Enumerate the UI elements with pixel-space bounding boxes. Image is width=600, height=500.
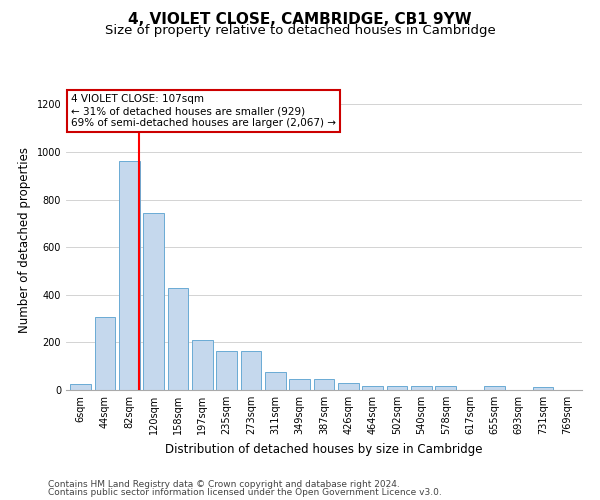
Text: 4, VIOLET CLOSE, CAMBRIDGE, CB1 9YW: 4, VIOLET CLOSE, CAMBRIDGE, CB1 9YW	[128, 12, 472, 28]
Text: 4 VIOLET CLOSE: 107sqm
← 31% of detached houses are smaller (929)
69% of semi-de: 4 VIOLET CLOSE: 107sqm ← 31% of detached…	[71, 94, 336, 128]
Bar	[119, 162, 140, 390]
Bar	[95, 318, 115, 390]
Bar	[338, 383, 359, 390]
Bar	[265, 372, 286, 390]
X-axis label: Distribution of detached houses by size in Cambridge: Distribution of detached houses by size …	[165, 442, 483, 456]
Bar	[386, 386, 407, 390]
Bar	[241, 350, 262, 390]
Bar	[436, 386, 456, 390]
Bar	[70, 384, 91, 390]
Text: Size of property relative to detached houses in Cambridge: Size of property relative to detached ho…	[104, 24, 496, 37]
Bar	[362, 386, 383, 390]
Bar	[143, 212, 164, 390]
Bar	[192, 340, 212, 390]
Bar	[289, 378, 310, 390]
Y-axis label: Number of detached properties: Number of detached properties	[18, 147, 31, 333]
Bar	[484, 386, 505, 390]
Bar	[533, 387, 553, 390]
Bar	[411, 386, 432, 390]
Text: Contains HM Land Registry data © Crown copyright and database right 2024.: Contains HM Land Registry data © Crown c…	[48, 480, 400, 489]
Text: Contains public sector information licensed under the Open Government Licence v3: Contains public sector information licen…	[48, 488, 442, 497]
Bar	[167, 288, 188, 390]
Bar	[216, 350, 237, 390]
Bar	[314, 378, 334, 390]
